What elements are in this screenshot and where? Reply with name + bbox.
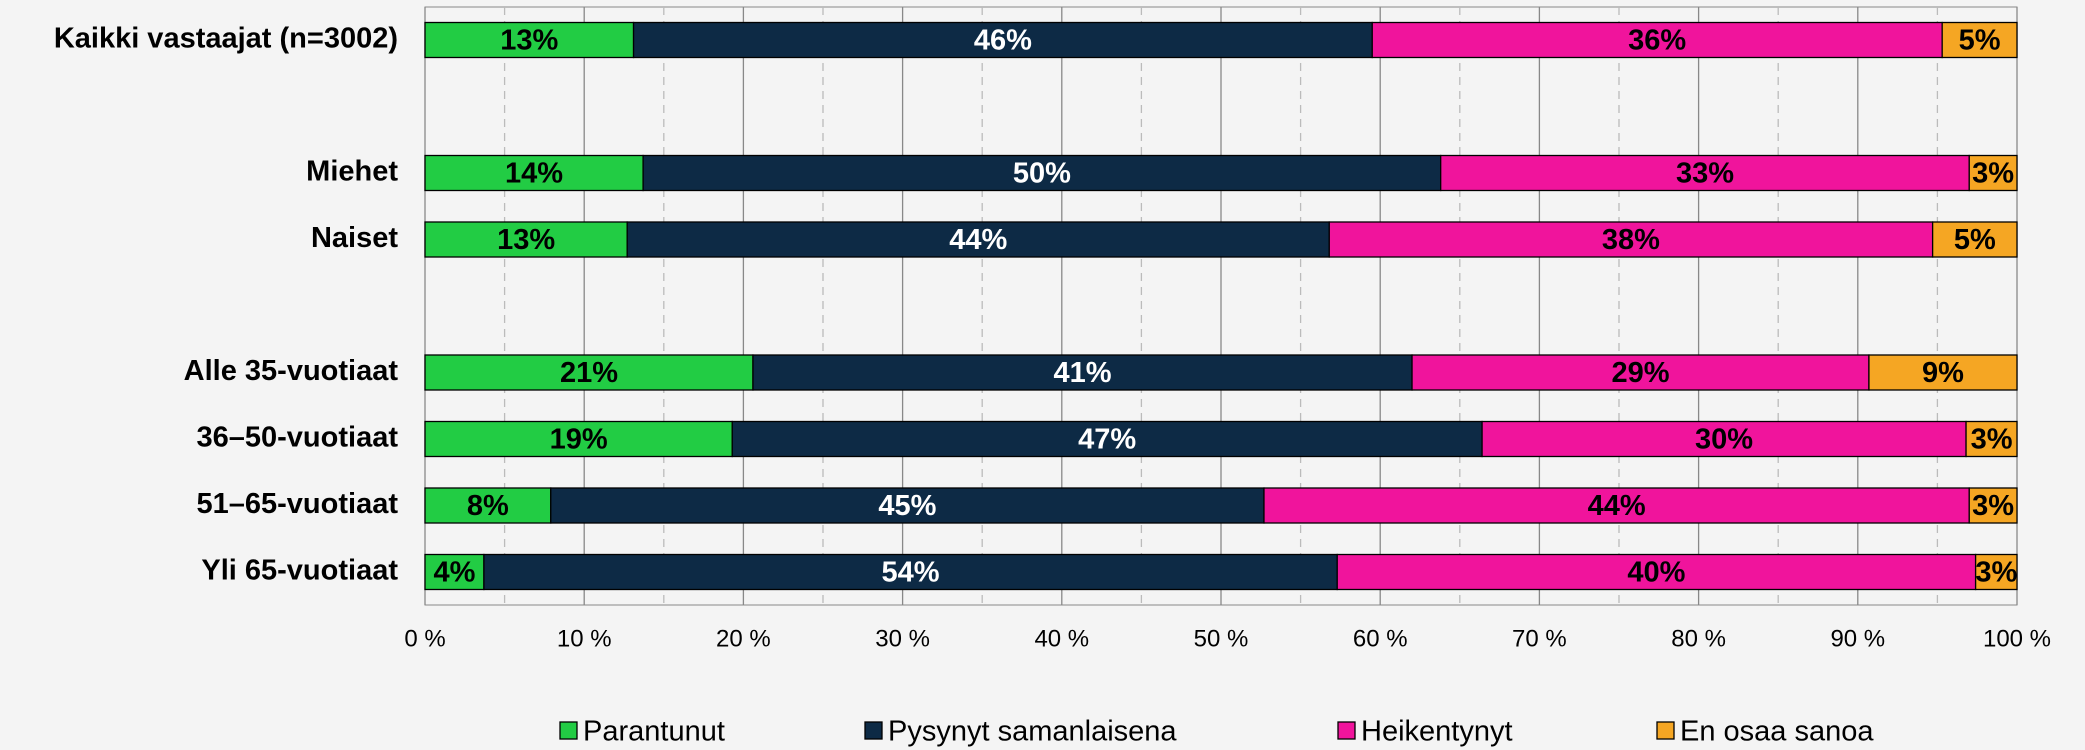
bar-segment	[632, 21, 1373, 59]
legend-label: Parantunut	[583, 716, 725, 748]
bar-segment	[424, 154, 644, 192]
data-label: 9%	[1922, 357, 1964, 389]
x-tick-label: 100 %	[1983, 625, 2051, 652]
bar-segment	[424, 21, 635, 59]
category-label: Yli 65-vuotiaat	[201, 555, 398, 587]
data-label: 3%	[1972, 490, 2014, 522]
legend-label: Pysynyt samanlaisena	[888, 716, 1177, 748]
bar-segment	[1968, 487, 2018, 524]
category-label: Kaikki vastaajat (n=3002)	[54, 23, 398, 55]
category-label: Naiset	[311, 222, 398, 254]
data-label: 5%	[1954, 224, 1996, 256]
data-label: 44%	[1588, 490, 1646, 522]
bar-segment	[424, 487, 552, 524]
x-tick-label: 90 %	[1830, 625, 1885, 652]
bar-segment	[1974, 553, 2018, 591]
bar-segment	[626, 221, 1330, 258]
x-tick-label: 40 %	[1034, 625, 1089, 652]
bar-segment	[1965, 420, 2018, 458]
data-label: 3%	[1975, 557, 2017, 589]
data-label: 3%	[1972, 158, 2014, 190]
data-label: 38%	[1602, 224, 1660, 256]
data-label: 46%	[974, 25, 1032, 57]
data-label: 47%	[1078, 424, 1136, 456]
data-label: 8%	[467, 490, 509, 522]
legend-swatch	[559, 721, 578, 740]
data-label: 21%	[560, 357, 618, 389]
data-label: 45%	[878, 490, 936, 522]
x-tick-label: 20 %	[716, 625, 771, 652]
x-tick-label: 0 %	[404, 625, 445, 652]
data-label: 4%	[433, 557, 475, 589]
legend-swatch	[1656, 721, 1675, 740]
data-label: 41%	[1053, 357, 1111, 389]
data-label: 3%	[1971, 424, 2013, 456]
data-label: 50%	[1013, 158, 1071, 190]
data-label: 36%	[1628, 25, 1686, 57]
x-tick-label: 80 %	[1671, 625, 1726, 652]
bar-segment	[424, 553, 485, 591]
bar-segment	[1328, 221, 1934, 258]
category-label: Miehet	[306, 156, 398, 188]
legend-label: En osaa sanoa	[1680, 716, 1874, 748]
bar-segment	[1263, 487, 1970, 524]
data-label: 14%	[505, 158, 563, 190]
bar-segment	[1440, 154, 1970, 192]
x-tick-label: 50 %	[1194, 625, 1249, 652]
data-label: 54%	[882, 557, 940, 589]
x-tick-label: 30 %	[875, 625, 930, 652]
bar-segment	[483, 553, 1338, 591]
data-label: 33%	[1676, 158, 1734, 190]
bar-segment	[1371, 21, 1943, 59]
bar-segment	[1336, 553, 1977, 591]
bar-segment	[1968, 154, 2018, 192]
bar-segment	[1868, 354, 2018, 391]
x-tick-label: 60 %	[1353, 625, 1408, 652]
bar-segment	[731, 420, 1483, 458]
bar-segment	[752, 354, 1413, 391]
data-label: 13%	[497, 224, 555, 256]
bar-segment	[1931, 221, 2018, 258]
legend-swatch	[1337, 721, 1356, 740]
data-label: 5%	[1959, 25, 2001, 57]
category-label: 51–65-vuotiaat	[197, 488, 399, 520]
bar-segment	[424, 221, 628, 258]
bar-segment	[1411, 354, 1870, 391]
x-tick-label: 10 %	[557, 625, 612, 652]
data-label: 44%	[949, 224, 1007, 256]
legend-label: Heikentynyt	[1361, 716, 1513, 748]
data-label: 29%	[1611, 357, 1669, 389]
legend-swatch	[864, 721, 883, 740]
category-label: 36–50-vuotiaat	[197, 422, 399, 454]
bar-segment	[642, 154, 1442, 192]
category-label: Alle 35-vuotiaat	[184, 355, 399, 387]
bar-segment	[1941, 21, 2018, 59]
data-label: 13%	[500, 25, 558, 57]
x-tick-label: 70 %	[1512, 625, 1567, 652]
data-label: 40%	[1627, 557, 1685, 589]
data-label: 19%	[550, 424, 608, 456]
data-label: 30%	[1695, 424, 1753, 456]
